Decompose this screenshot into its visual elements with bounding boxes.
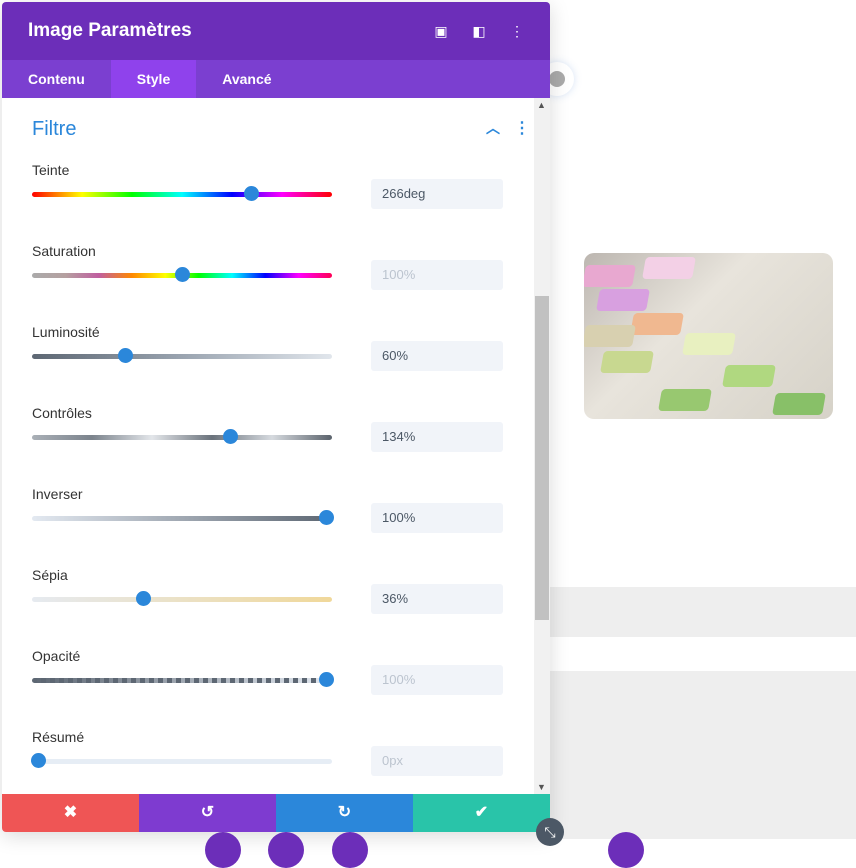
background-section [550, 671, 856, 839]
filter-value-input[interactable]: 60% [371, 341, 503, 371]
redo-button[interactable]: ↻ [276, 794, 413, 832]
filter-row-6: Opacité 100% [32, 648, 512, 718]
filter-row-5: Sépia 36% [32, 567, 512, 637]
watercolor-palette-image [584, 253, 833, 419]
scroll-up-icon[interactable]: ▲ [537, 100, 546, 110]
filter-value-input[interactable]: 36% [371, 584, 503, 614]
filter-label: Opacité [32, 648, 81, 664]
paint-swatch [584, 325, 636, 347]
panel-content: Filtre ︿ ⋮ Teinte 266deg Saturation 100% L… [2, 98, 534, 794]
paint-swatch [584, 265, 636, 287]
tab-style[interactable]: Style [110, 60, 197, 98]
paint-swatch [658, 389, 712, 411]
filter-value-input[interactable]: 100% [371, 260, 503, 290]
paint-swatch [722, 365, 776, 387]
filter-label: Saturation [32, 243, 96, 259]
filter-row-0: Teinte 266deg [32, 162, 512, 232]
filter-value-input[interactable]: 0px [371, 746, 503, 776]
save-button[interactable]: ✔ [413, 794, 550, 832]
resize-handle-icon[interactable]: ⤡ [536, 818, 564, 846]
filter-row-1: Saturation 100% [32, 243, 512, 313]
scrollbar[interactable]: ▲ ▼ [534, 98, 550, 794]
paint-swatch [682, 333, 736, 355]
filter-row-2: Luminosité 60% [32, 324, 512, 394]
filter-label: Teinte [32, 162, 70, 178]
paint-swatch [600, 351, 654, 373]
slider-handle[interactable] [175, 267, 190, 282]
filter-value-input[interactable]: 134% [371, 422, 503, 452]
tab-bar: Contenu Style Avancé [2, 60, 550, 98]
slider-handle[interactable] [223, 429, 238, 444]
module-button[interactable] [268, 832, 304, 868]
slider-handle[interactable] [319, 672, 334, 687]
panel-title: Image Paramètres [28, 20, 192, 41]
filter-row-7: Résumé 0px [31, 729, 512, 799]
filter-label: Résumé [32, 729, 85, 745]
panel-footer: ✖ ↺ ↻ ✔ [2, 794, 550, 832]
filter-value-input[interactable]: 100% [371, 503, 503, 533]
module-button[interactable] [205, 832, 241, 868]
scroll-down-icon[interactable]: ▼ [537, 782, 546, 792]
tab-contenu[interactable]: Contenu [28, 71, 85, 87]
tab-avance[interactable]: Avancé [222, 71, 272, 87]
slider-handle[interactable] [319, 510, 334, 525]
undo-button[interactable]: ↺ [139, 794, 276, 832]
filter-row-4: Inverser 100% [32, 486, 512, 556]
panel-header: Image Paramètres ▣ ◧ ⋮ [2, 2, 550, 60]
module-button[interactable] [332, 832, 368, 868]
filter-row-3: Contrôles 134% [32, 405, 512, 475]
more-vertical-icon[interactable]: ⋮ [514, 120, 530, 137]
slider-handle[interactable] [244, 186, 259, 201]
section-title[interactable]: Filtre [32, 118, 77, 140]
cancel-button[interactable]: ✖ [2, 794, 139, 832]
paint-swatch [772, 393, 826, 415]
paint-swatch [630, 313, 684, 335]
filter-value-input[interactable]: 266deg [371, 179, 503, 209]
filter-slider-track[interactable] [32, 759, 332, 764]
paint-swatch [642, 257, 696, 279]
filter-label: Luminosité [32, 324, 100, 340]
slider-handle[interactable] [136, 591, 151, 606]
filter-slider-track[interactable] [32, 597, 332, 602]
module-button[interactable] [608, 832, 644, 868]
scrollbar-thumb[interactable] [535, 296, 549, 620]
slider-handle[interactable] [118, 348, 133, 363]
filter-value-input[interactable]: 100% [371, 665, 503, 695]
more-vertical-icon[interactable]: ⋮ [510, 23, 524, 39]
filter-slider-track[interactable] [32, 678, 332, 683]
sidebar-layout-icon[interactable]: ◧ [472, 23, 486, 39]
filter-slider-track[interactable] [32, 435, 332, 440]
globe-icon [549, 71, 565, 87]
focus-icon[interactable]: ▣ [434, 23, 448, 39]
filter-slider-track[interactable] [32, 354, 332, 359]
paint-swatch [596, 289, 650, 311]
chevron-up-icon[interactable]: ︿ [486, 120, 500, 136]
filter-slider-track[interactable] [32, 516, 332, 521]
settings-panel: Image Paramètres ▣ ◧ ⋮ Contenu Style Ava… [2, 2, 550, 832]
background-section [550, 587, 856, 637]
filter-label: Contrôles [32, 405, 92, 421]
filter-label: Sépia [32, 567, 68, 583]
filter-label: Inverser [32, 486, 83, 502]
slider-handle[interactable] [31, 753, 46, 768]
filter-slider-track[interactable] [32, 192, 332, 197]
